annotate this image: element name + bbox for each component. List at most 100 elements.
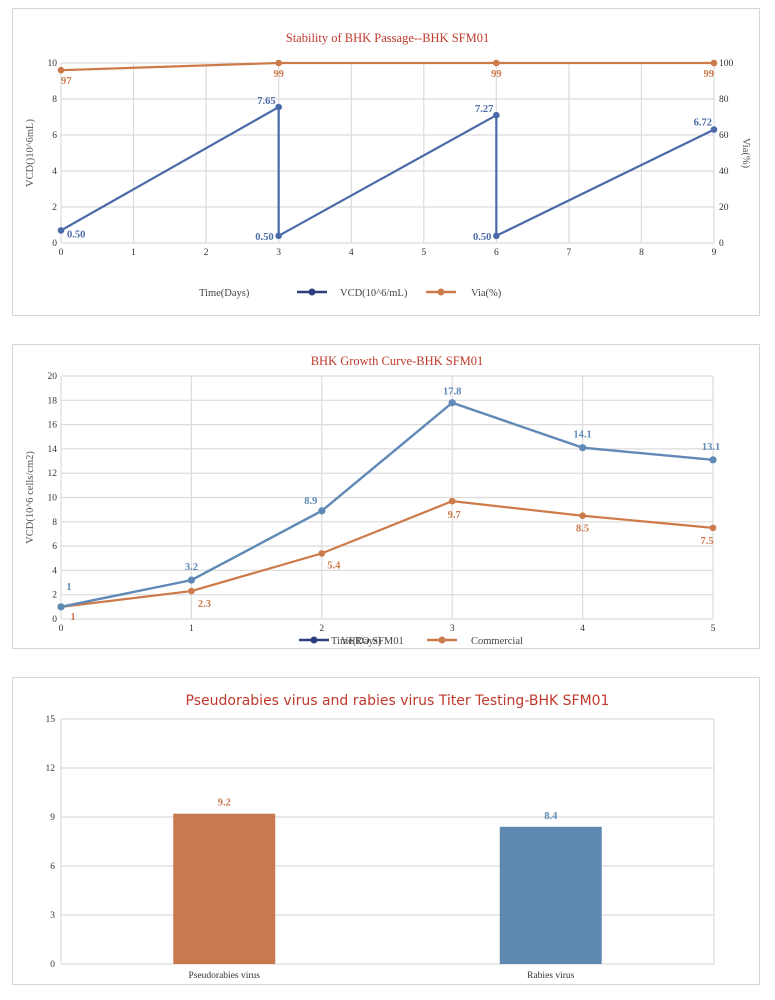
y-tick-label: 6 xyxy=(52,131,57,141)
y2-tick-label: 60 xyxy=(719,131,729,141)
y2-tick-label: 0 xyxy=(719,239,724,249)
commercial-data-label: 9.7 xyxy=(448,510,461,521)
y-tick-label: 8 xyxy=(52,518,57,528)
vero-data-label: 3.2 xyxy=(185,562,198,573)
legend-via-swatch-marker xyxy=(437,288,445,296)
x-tick-label: 6 xyxy=(494,248,499,258)
chart-title: BHK Growth Curve-BHK SFM01 xyxy=(311,354,484,368)
vero-data-label: 14.1 xyxy=(573,430,591,441)
y2-tick-label: 20 xyxy=(719,203,729,213)
via-data-point xyxy=(710,59,718,67)
vcd-data-label: 0.50 xyxy=(255,232,273,243)
via-data-label: 99 xyxy=(491,69,502,80)
via-data-label: 99 xyxy=(704,69,715,80)
bar-data-label: 8.4 xyxy=(544,811,558,822)
vcd-data-point xyxy=(275,232,282,240)
vcd-data-point xyxy=(493,111,500,119)
y2-tick-label: 100 xyxy=(719,59,734,69)
y2-tick-label: 40 xyxy=(719,167,729,177)
x-tick-label: 5 xyxy=(421,248,426,258)
vcd-data-point xyxy=(493,232,500,240)
commercial-data-label: 2.3 xyxy=(198,599,211,610)
vcd-data-label: 7.65 xyxy=(257,96,275,107)
legend-commercial-label: Commercial xyxy=(471,636,523,647)
y-tick-label: 12 xyxy=(46,764,56,774)
chart-panel-passage-stability: Stability of BHK Passage--BHK SFM01 0 1 2 3 4… xyxy=(12,8,760,316)
commercial-data-point xyxy=(448,497,456,505)
vero-data-point xyxy=(579,444,587,452)
vero-data-point xyxy=(57,603,65,611)
y-tick-label: 8 xyxy=(52,95,57,105)
vcd-data-label: 0.50 xyxy=(473,232,491,243)
x-axis-title: Time(Days) xyxy=(331,636,382,647)
vero-data-point xyxy=(187,576,195,584)
bar-pseudorabies xyxy=(173,813,276,964)
vcd-data-point xyxy=(275,103,282,111)
vcd-data-label: 6.72 xyxy=(694,118,712,129)
y-axis-title: VCD()10^6mL) xyxy=(25,119,36,187)
x-tick-label: 0 xyxy=(59,624,64,634)
via-data-point xyxy=(493,59,500,67)
y-axis-title: VCD(10^6 cells/cm2) xyxy=(25,451,36,544)
vero-data-label: 13.1 xyxy=(702,442,720,453)
x-axis-title: Time(Days) xyxy=(199,288,250,299)
via-data-point xyxy=(57,66,65,74)
commercial-data-point xyxy=(709,524,717,532)
x-category-label: Rabies virus xyxy=(527,971,575,981)
x-tick-label: 0 xyxy=(59,248,64,258)
y-tick-label: 2 xyxy=(52,203,57,213)
y-tick-label: 14 xyxy=(48,445,58,455)
y-tick-label: 0 xyxy=(52,239,57,249)
vcd-series-line xyxy=(60,105,715,238)
chart-title: Stability of BHK Passage--BHK SFM01 xyxy=(286,31,489,45)
commercial-data-label: 7.5 xyxy=(700,536,713,547)
y-tick-label: 9 xyxy=(50,813,55,823)
y2-tick-label: 80 xyxy=(719,95,729,105)
chart-panel-growth-curve: BHK Growth Curve-BHK SFM01 0 1 2 3 4 5 0 2 4 6 8 10 1… xyxy=(12,344,760,649)
vcd-data-point xyxy=(710,126,718,133)
commercial-data-label: 1 xyxy=(70,612,75,623)
x-tick-label: 9 xyxy=(712,248,717,258)
x-tick-label: 1 xyxy=(131,248,136,258)
x-tick-label: 5 xyxy=(711,624,716,634)
y-tick-label: 3 xyxy=(50,911,55,921)
titer-testing-chart: Pseudorabies virus and rabies virus Tite… xyxy=(46,693,715,981)
y-tick-label: 6 xyxy=(50,862,55,872)
y-tick-label: 16 xyxy=(48,421,58,431)
y-tick-label: 15 xyxy=(46,715,56,725)
vero-data-point xyxy=(318,507,326,515)
vero-data-label: 17.8 xyxy=(443,387,461,398)
y-tick-label: 12 xyxy=(48,469,58,479)
via-data-label: 99 xyxy=(273,69,284,80)
vero-data-point xyxy=(448,399,456,407)
vero-series-line xyxy=(60,401,714,609)
x-tick-label: 1 xyxy=(189,624,194,634)
y-tick-label: 18 xyxy=(48,396,58,406)
x-category-label: Pseudorabies virus xyxy=(188,971,260,981)
x-tick-label: 4 xyxy=(580,624,585,634)
x-tick-label: 8 xyxy=(639,248,644,258)
chart-title: Pseudorabies virus and rabies virus Tite… xyxy=(186,693,610,709)
via-series-line xyxy=(60,61,714,72)
legend-via-label: Via(%) xyxy=(471,288,502,299)
legend-commercial-swatch-marker xyxy=(438,636,446,644)
y-tick-label: 0 xyxy=(50,960,55,970)
bar-rabies xyxy=(499,826,602,964)
y-tick-label: 10 xyxy=(48,59,58,69)
vero-data-point xyxy=(709,456,717,464)
vcd-data-label: 7.27 xyxy=(475,104,493,115)
via-data-point xyxy=(275,59,282,67)
commercial-data-label: 5.4 xyxy=(327,560,341,571)
y-tick-label: 10 xyxy=(48,494,58,504)
commercial-data-point xyxy=(188,587,195,595)
commercial-data-label: 8.5 xyxy=(576,524,589,535)
y-tick-label: 4 xyxy=(52,167,57,177)
vcd-data-label: 0.50 xyxy=(67,229,85,240)
y2-axis-title: Via(%) xyxy=(740,138,751,169)
vero-data-label: 8.9 xyxy=(304,496,317,507)
x-tick-label: 7 xyxy=(567,248,572,258)
x-tick-label: 3 xyxy=(276,248,281,258)
bar-data-label: 9.2 xyxy=(218,798,231,809)
commercial-data-point xyxy=(579,512,586,520)
y-tick-label: 6 xyxy=(52,542,57,552)
